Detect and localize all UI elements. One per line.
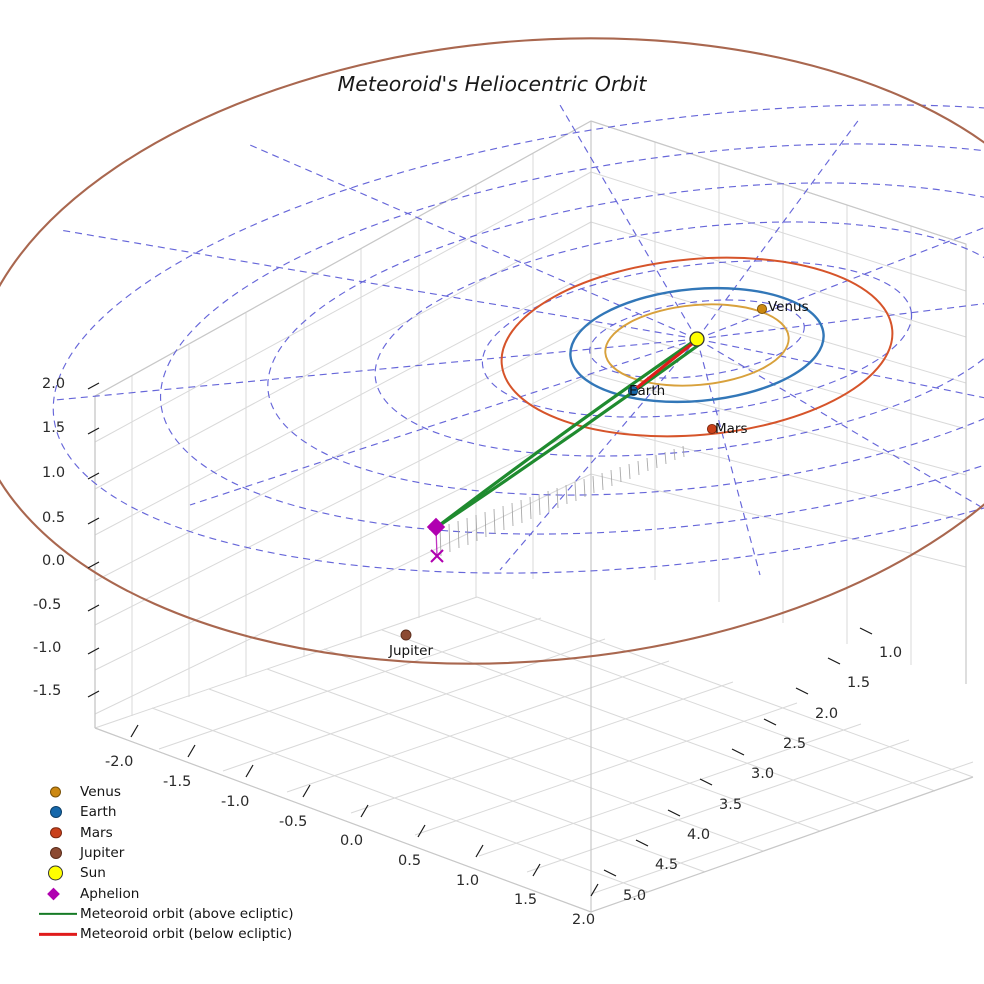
jupiter-orbit <box>0 37 984 665</box>
y-tick-label: 1.5 <box>847 675 871 691</box>
x-tick-label: 2.0 <box>572 912 596 928</box>
y-tick-label: 3.0 <box>751 766 775 782</box>
x-tick-label: -0.5 <box>279 814 308 830</box>
z-tick-label: 0.5 <box>42 510 66 526</box>
x-tick-label: -2.0 <box>105 754 134 770</box>
y-tick-label: 3.5 <box>719 797 743 813</box>
legend-item-mars[interactable]: Mars <box>34 823 296 843</box>
legend-item-sun[interactable]: Sun <box>34 863 296 883</box>
jupiter-label: Jupiter <box>389 643 434 659</box>
z-tick-label: 2.0 <box>42 376 66 392</box>
aphelion-marker[interactable] <box>426 517 446 537</box>
x-tick-label: 1.0 <box>456 873 480 889</box>
earth-orbit <box>569 286 825 404</box>
y-tick-label: 4.0 <box>687 827 711 843</box>
legend-item-aphelion[interactable]: Aphelion <box>34 883 296 903</box>
mars-orbit <box>500 256 894 438</box>
aphelion-diamond-icon <box>34 884 80 904</box>
legend-label: Meteoroid orbit (below ecliptic) <box>80 926 293 943</box>
y-tick-label: 1.0 <box>879 645 903 661</box>
legend-item-venus[interactable]: Venus <box>34 782 296 802</box>
legend-label: Aphelion <box>80 885 140 902</box>
y-tick-label: 4.5 <box>655 857 679 873</box>
red-line-icon <box>34 924 80 944</box>
legend-label: Earth <box>80 804 117 821</box>
legend-item-jupiter[interactable]: Jupiter <box>34 843 296 863</box>
jupiter-marker[interactable] <box>400 629 412 641</box>
sun-dot-icon <box>34 863 80 883</box>
legend-item-below-ecliptic[interactable]: Meteoroid orbit (below ecliptic) <box>34 924 296 944</box>
z-tick-label: 1.0 <box>42 465 66 481</box>
earth-marker[interactable] <box>627 385 639 397</box>
mars-dot-icon <box>34 823 80 843</box>
page-title: Meteoroid's Heliocentric Orbit <box>337 72 647 96</box>
mars-marker[interactable] <box>706 423 718 435</box>
legend-label: Jupiter <box>80 845 125 862</box>
y-tick-label: 5.0 <box>623 888 647 904</box>
legend-label: Sun <box>80 865 106 882</box>
x-tick-label: 1.5 <box>514 892 538 908</box>
sun-marker[interactable] <box>689 331 705 347</box>
z-tick-label: 1.5 <box>42 420 66 436</box>
venus-label: Venus <box>768 299 809 315</box>
y-tick-label: 2.5 <box>783 736 807 752</box>
axis-tick-marks <box>87 382 873 897</box>
legend-item-above-ecliptic[interactable]: Meteoroid orbit (above ecliptic) <box>34 904 296 924</box>
x-tick-label: -1.5 <box>163 774 192 790</box>
y-tick-label: 2.0 <box>815 706 839 722</box>
mars-label: Mars <box>715 421 748 437</box>
legend-label: Meteoroid orbit (above ecliptic) <box>80 905 294 922</box>
earth-label: Earth <box>629 383 666 399</box>
venus-orbit <box>604 303 790 387</box>
pane-gridlines <box>94 120 974 913</box>
x-tick-label: 0.0 <box>340 833 364 849</box>
z-tick-label: -1.0 <box>33 640 62 656</box>
legend-label: Mars <box>80 824 113 841</box>
pane-edges <box>94 120 974 913</box>
legend-item-earth[interactable]: Earth <box>34 802 296 822</box>
polar-grid <box>52 104 984 576</box>
z-tick-label: -0.5 <box>33 597 62 613</box>
meteoroid-orbit-below-ecliptic <box>631 338 699 393</box>
x-tick-label: 0.5 <box>398 853 422 869</box>
x-tick-label: -1.0 <box>221 794 250 810</box>
venus-dot-icon <box>34 782 80 802</box>
legend: Venus Earth Mars Jupiter Sun <box>34 782 296 944</box>
z-tick-label: 0.0 <box>42 553 66 569</box>
earth-dot-icon <box>34 802 80 822</box>
aphelion-projection-marker <box>430 549 444 563</box>
z-tick-label: -1.5 <box>33 683 62 699</box>
legend-label: Venus <box>80 784 121 801</box>
jupiter-dot-icon <box>34 843 80 863</box>
venus-marker[interactable] <box>756 303 768 315</box>
meteoroid-orbit-above-ecliptic <box>435 337 702 529</box>
green-line-icon <box>34 904 80 924</box>
